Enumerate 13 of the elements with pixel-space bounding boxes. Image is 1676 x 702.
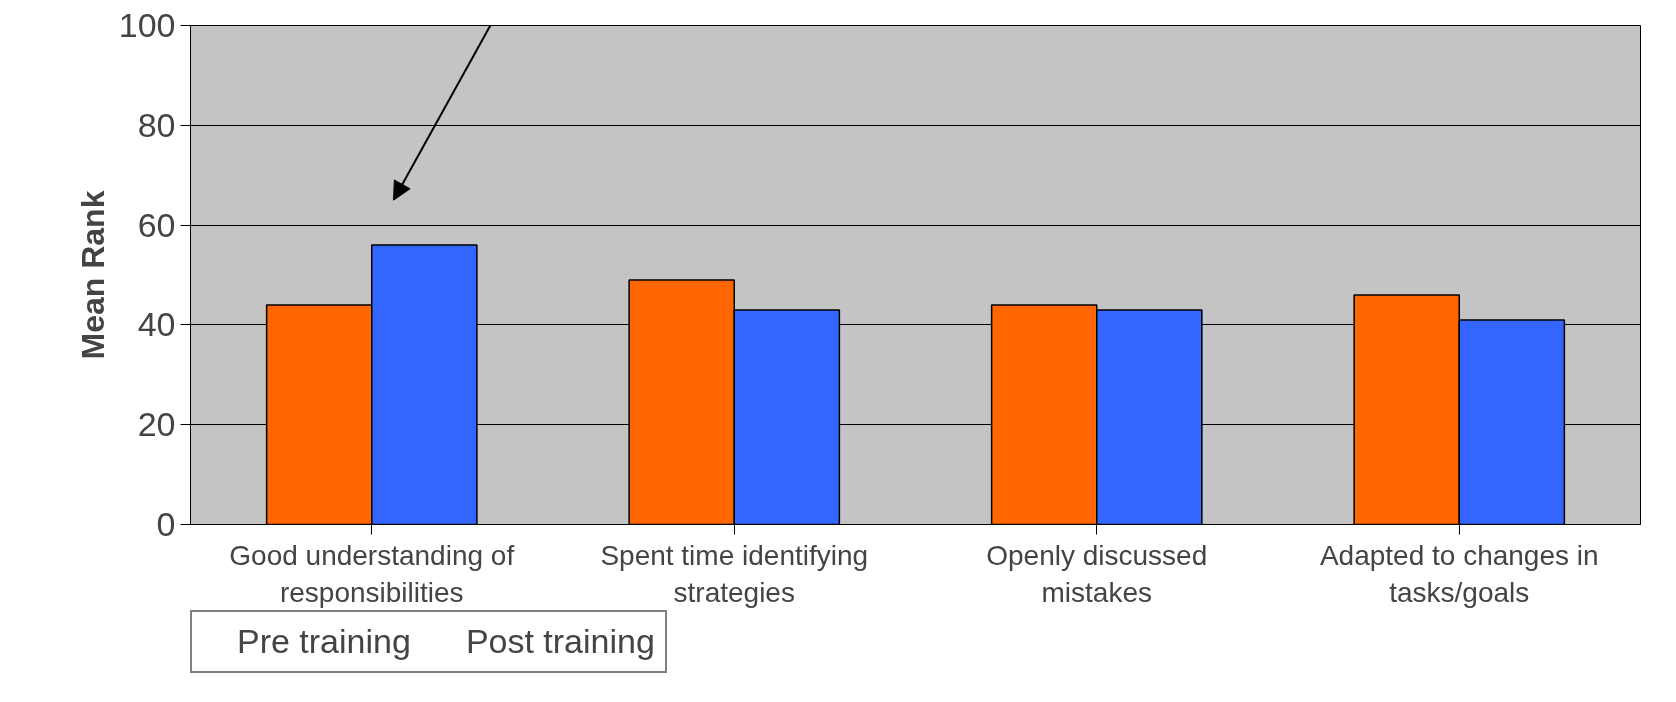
text: Pre training (237, 622, 411, 661)
x-tick-label: Spent time identifying strategies (600, 539, 869, 608)
y-tick-label: 0 (156, 505, 176, 543)
x-tick-label: Adapted to changes in tasks/goals (1319, 539, 1599, 608)
y-tick-label: 20 (137, 405, 176, 444)
x-tick-label: Openly discussed mistakes (986, 539, 1208, 608)
text: Post training (465, 622, 655, 661)
y-tick-label: 100 (118, 6, 176, 44)
y-tick-label: 40 (137, 305, 176, 344)
y-tick-label: 60 (137, 205, 176, 244)
x-tick-label: Good understanding of responsibilities (229, 539, 515, 608)
y-axis-title: Mean Rank (74, 190, 111, 360)
y-tick-label: 80 (137, 105, 176, 144)
